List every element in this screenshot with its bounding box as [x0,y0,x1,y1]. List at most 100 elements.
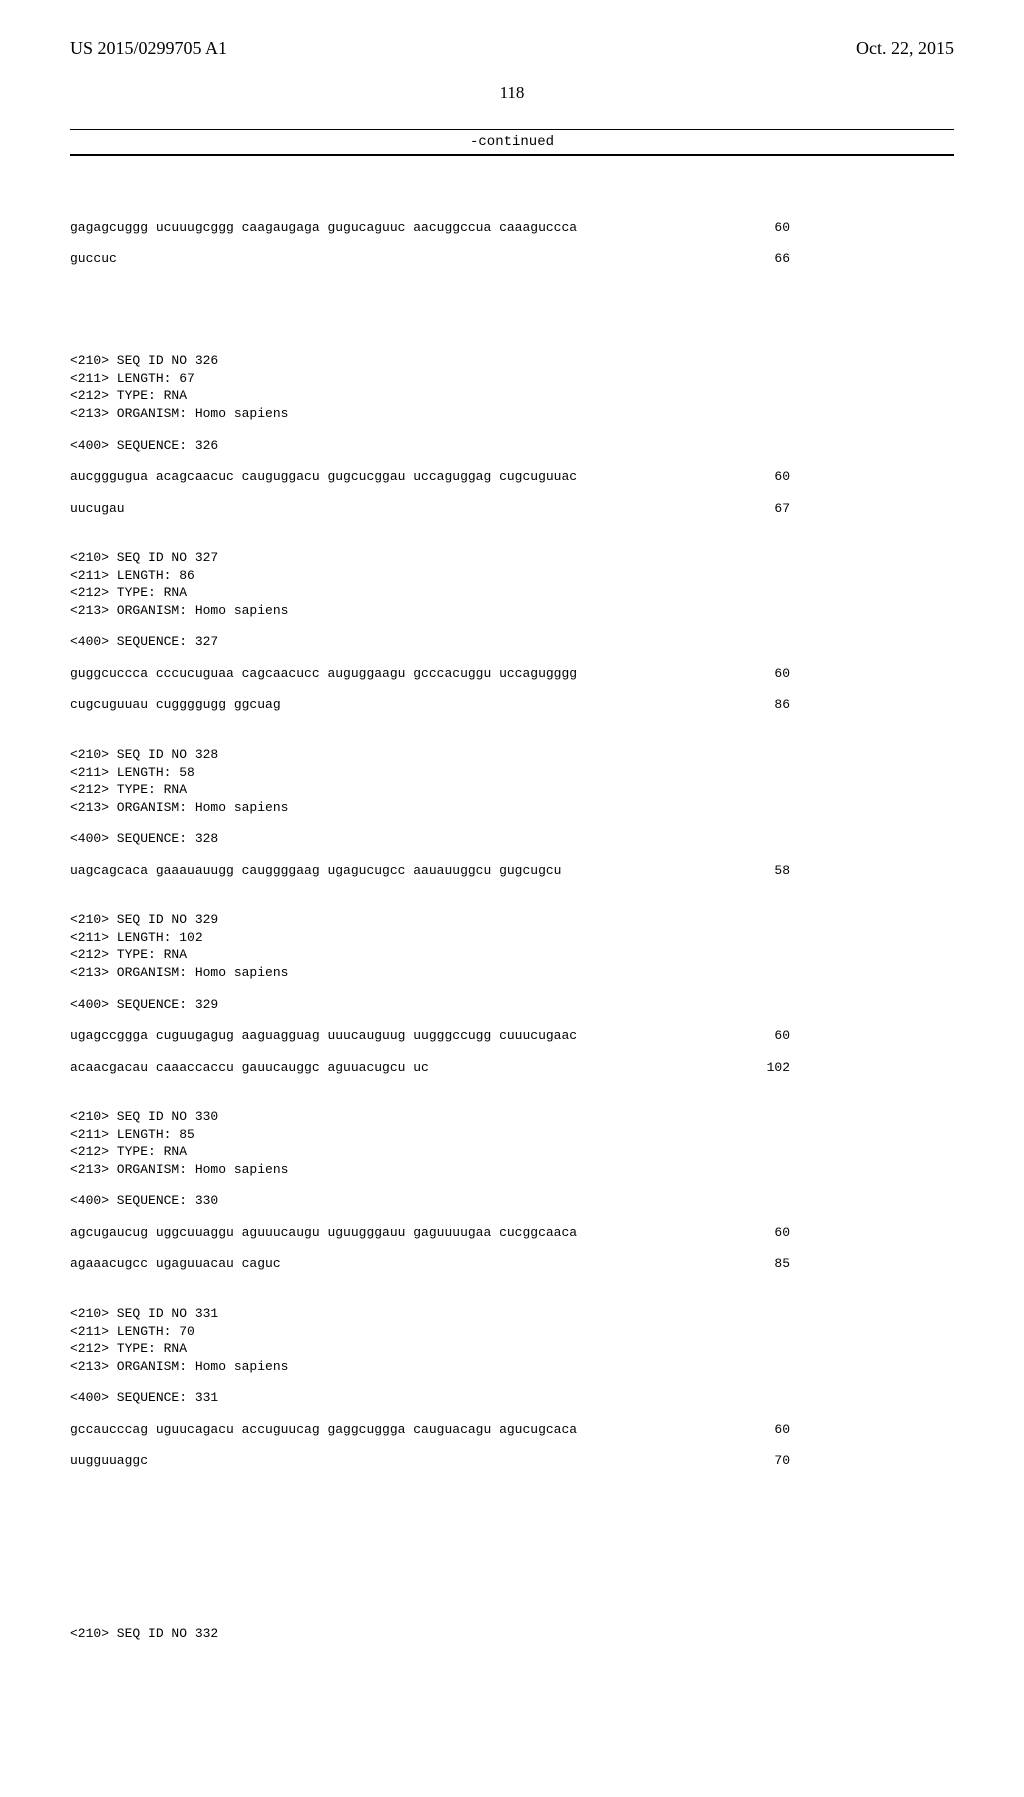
seq-meta-line: <210> SEQ ID NO 330 [70,1108,954,1126]
seq-gap [70,1045,954,1059]
seq-line: guccuc 66 [70,250,790,268]
seq-meta: <210> SEQ ID NO 329<211> LENGTH: 102<212… [70,911,954,981]
seq-meta: <210> SEQ ID NO 332 [70,1590,954,1678]
seq-sequence-label: <400> SEQUENCE: 328 [70,830,954,848]
seq-line: ugagccggga cuguugagug aaguagguag uuucaug… [70,1027,790,1045]
seq-meta: <210> SEQ ID NO 330<211> LENGTH: 85<212>… [70,1108,954,1178]
seq-count: 58 [750,862,790,880]
seq-sequence: uagcagcaca gaaauauugg cauggggaag ugagucu… [70,862,954,894]
seq-line: gagagcuggg ucuuugcggg caagaugaga gugucag… [70,219,790,237]
seq-line: agcugaucug uggcuuaggu aguuucaugu uguuggg… [70,1224,790,1242]
seq-entry: <210> SEQ ID NO 328<211> LENGTH: 58<212>… [70,746,954,893]
seq-gap [70,1438,954,1452]
seq-meta-line: <210> SEQ ID NO 332 [70,1625,954,1643]
seq-meta-line: <213> ORGANISM: Homo sapiens [70,1358,954,1376]
seq-sequence: gagagcuggg ucuuugcggg caagaugaga gugucag… [70,219,954,282]
seq-sequence-label: <400> SEQUENCE: 326 [70,437,954,455]
seq-gap [70,517,954,531]
seq-meta-line: <212> TYPE: RNA [70,1143,954,1161]
seq-meta-line: <212> TYPE: RNA [70,1340,954,1358]
publication-date: Oct. 22, 2015 [856,38,954,59]
seq-line: agaaacugcc ugaguuacau caguc 85 [70,1255,790,1273]
seq-text: uucugau [70,500,125,518]
seq-text: guggcuccca cccucuguaa cagcaacucc augugga… [70,665,577,683]
seq-meta-line: <213> ORGANISM: Homo sapiens [70,964,954,982]
seq-count: 66 [750,250,790,268]
page-container: US 2015/0299705 A1 Oct. 22, 2015 118 -co… [0,0,1024,1320]
entries-container: <210> SEQ ID NO 326<211> LENGTH: 67<212>… [70,352,954,1483]
seq-meta: <210> SEQ ID NO 328<211> LENGTH: 58<212>… [70,746,954,816]
seq-text: acaacgacau caaaccaccu gauucauggc aguuacu… [70,1059,429,1077]
seq-sequence: agcugaucug uggcuuaggu aguuucaugu uguuggg… [70,1224,954,1287]
seq-gap [70,1241,954,1255]
publication-number: US 2015/0299705 A1 [70,38,227,59]
seq-count: 60 [750,219,790,237]
seq-meta-line: <211> LENGTH: 102 [70,929,954,947]
seq-sequence-label: <400> SEQUENCE: 331 [70,1389,954,1407]
seq-meta: <210> SEQ ID NO 327<211> LENGTH: 86<212>… [70,549,954,619]
sequence-listing-body: gagagcuggg ucuuugcggg caagaugaga gugucag… [70,166,954,1797]
seq-line: cugcuguuau cuggggugg ggcuag86 [70,696,790,714]
seq-gap [70,1470,954,1484]
page-number: 118 [70,83,954,103]
seq-line: uagcagcaca gaaauauugg cauggggaag ugagucu… [70,862,790,880]
seq-sequence: ugagccggga cuguugagug aaguagguag uuucaug… [70,1027,954,1090]
seq-meta-line: <211> LENGTH: 70 [70,1323,954,1341]
seq-text: agaaacugcc ugaguuacau caguc [70,1255,281,1273]
seq-meta-line: <213> ORGANISM: Homo sapiens [70,1161,954,1179]
seq-entry: <210> SEQ ID NO 330<211> LENGTH: 85<212>… [70,1108,954,1287]
seq-count: 60 [750,1027,790,1045]
seq-gap [70,714,954,728]
seq-count: 70 [750,1452,790,1470]
seq-gap [70,486,954,500]
seq-count: 85 [750,1255,790,1273]
seq-meta: <210> SEQ ID NO 326<211> LENGTH: 67<212>… [70,352,954,422]
seq-gap [70,236,954,250]
seq-text: aucgggugua acagcaacuc cauguggacu gugcucg… [70,468,577,486]
seq-meta-line: <211> LENGTH: 58 [70,764,954,782]
seq-sequence: gccaucccag uguucagacu accuguucag gaggcug… [70,1421,954,1484]
intro-sequence-block: gagagcuggg ucuuugcggg caagaugaga gugucag… [70,219,954,282]
seq-count: 67 [750,500,790,518]
seq-meta-line: <210> SEQ ID NO 328 [70,746,954,764]
continued-label: -continued [70,134,954,150]
seq-line: uugguuaggc 70 [70,1452,790,1470]
seq-gap [70,1273,954,1287]
seq-text: gccaucccag uguucagacu accuguucag gaggcug… [70,1421,577,1439]
seq-entry: <210> SEQ ID NO 326<211> LENGTH: 67<212>… [70,352,954,531]
seq-sequence: aucgggugua acagcaacuc cauguggacu gugcucg… [70,468,954,531]
seq-text: uugguuaggc [70,1452,148,1470]
seq-meta-line: <212> TYPE: RNA [70,387,954,405]
seq-gap [70,1076,954,1090]
seq-text: gagagcuggg ucuuugcggg caagaugaga gugucag… [70,219,577,237]
seq-gap [70,268,954,282]
seq-line: acaacgacau caaaccaccu gauucauggc aguuacu… [70,1059,790,1077]
seq-meta: <210> SEQ ID NO 331<211> LENGTH: 70<212>… [70,1305,954,1375]
seq-text: guccuc [70,250,117,268]
seq-meta-line: <213> ORGANISM: Homo sapiens [70,405,954,423]
seq-gap [70,879,954,893]
seq-meta-line: <213> ORGANISM: Homo sapiens [70,602,954,620]
seq-meta-line: <210> SEQ ID NO 327 [70,549,954,567]
seq-text: agcugaucug uggcuuaggu aguuucaugu uguuggg… [70,1224,577,1242]
page-header: US 2015/0299705 A1 Oct. 22, 2015 [70,38,954,59]
seq-text: uagcagcaca gaaauauugg cauggggaag ugagucu… [70,862,561,880]
seq-line: gccaucccag uguucagacu accuguucag gaggcug… [70,1421,790,1439]
seq-meta-line: <212> TYPE: RNA [70,781,954,799]
seq-meta-line: <212> TYPE: RNA [70,946,954,964]
seq-meta-line: <210> SEQ ID NO 329 [70,911,954,929]
seq-meta-line: <213> ORGANISM: Homo sapiens [70,799,954,817]
seq-count: 86 [750,696,790,714]
rule-top [70,129,954,130]
seq-sequence-label: <400> SEQUENCE: 327 [70,633,954,651]
seq-meta-line: <210> SEQ ID NO 326 [70,352,954,370]
trailing-meta-block: <210> SEQ ID NO 332 [70,1554,954,1726]
seq-count: 60 [750,1224,790,1242]
seq-sequence: guggcuccca cccucuguaa cagcaacucc augugga… [70,665,954,728]
seq-gap [70,682,954,696]
seq-entry: <210> SEQ ID NO 331<211> LENGTH: 70<212>… [70,1305,954,1484]
seq-meta-line: <211> LENGTH: 86 [70,567,954,585]
seq-count: 60 [750,1421,790,1439]
seq-meta-line: <211> LENGTH: 67 [70,370,954,388]
seq-sequence-label: <400> SEQUENCE: 329 [70,996,954,1014]
